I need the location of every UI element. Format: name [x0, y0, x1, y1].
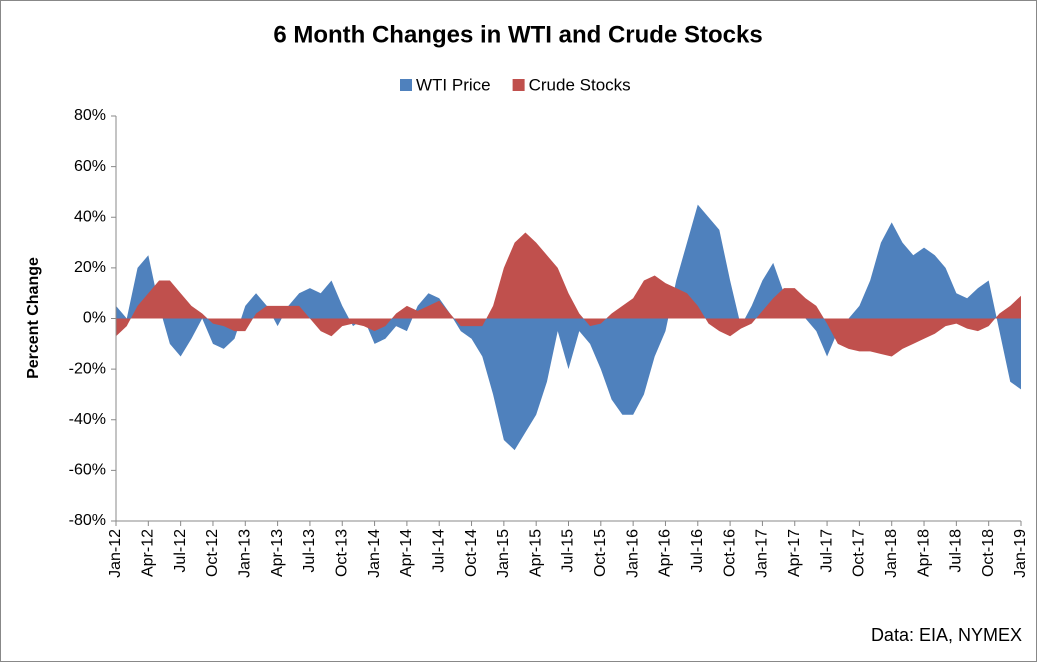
x-tick-label: Jan-14 [366, 529, 383, 578]
x-tick-label: Oct-15 [592, 529, 609, 577]
y-tick-label: -60% [69, 462, 106, 479]
x-tick-label: Jan-12 [107, 529, 124, 578]
x-tick-label: Apr-15 [527, 529, 544, 577]
y-tick-label: 80% [74, 107, 106, 124]
x-tick-label: Jul-16 [689, 529, 706, 573]
y-tick-label: 20% [74, 259, 106, 276]
x-tick-label: Jul-13 [301, 529, 318, 573]
x-tick-label: Jan-19 [1012, 529, 1029, 578]
legend-label: Crude Stocks [529, 75, 631, 94]
x-tick-label: Jan-17 [754, 529, 771, 578]
x-tick-label: Apr-14 [398, 529, 415, 577]
y-tick-label: -40% [69, 411, 106, 428]
x-tick-label: Jul-17 [818, 529, 835, 573]
x-tick-label: Jan-15 [495, 529, 512, 578]
x-tick-label: Apr-17 [786, 529, 803, 577]
x-tick-label: Oct-13 [333, 529, 350, 577]
x-tick-label: Jan-18 [883, 529, 900, 578]
x-tick-label: Jul-12 [172, 529, 189, 573]
x-tick-label: Jan-16 [624, 529, 641, 578]
x-tick-label: Jan-13 [237, 529, 254, 578]
legend-swatch [512, 79, 525, 91]
source-note: Data: EIA, NYMEX [871, 625, 1022, 645]
x-tick-label: Apr-16 [657, 529, 674, 577]
x-tick-label: Oct-18 [980, 529, 997, 577]
x-tick-label: Apr-18 [915, 529, 932, 577]
x-tick-label: Jul-14 [430, 529, 447, 573]
x-tick-label: Apr-13 [269, 529, 286, 577]
x-tick-label: Jul-15 [560, 529, 577, 573]
x-tick-label: Oct-14 [463, 529, 480, 577]
x-tick-label: Jul-18 [948, 529, 965, 573]
x-tick-label: Oct-16 [721, 529, 738, 577]
x-tick-label: Oct-12 [204, 529, 221, 577]
area-series [116, 232, 1021, 357]
y-tick-label: -80% [69, 512, 106, 529]
chart-title: 6 Month Changes in WTI and Crude Stocks [273, 21, 762, 48]
legend-label: WTI Price [416, 75, 491, 94]
y-tick-label: -20% [69, 360, 106, 377]
x-tick-label: Oct-17 [851, 529, 868, 577]
legend-swatch [400, 79, 412, 91]
y-tick-label: 0% [83, 310, 106, 327]
y-tick-label: 60% [74, 158, 106, 175]
area-series [116, 204, 1021, 451]
y-axis-label: Percent Change [25, 257, 42, 379]
x-tick-label: Apr-12 [140, 529, 157, 577]
y-tick-label: 40% [74, 208, 106, 225]
